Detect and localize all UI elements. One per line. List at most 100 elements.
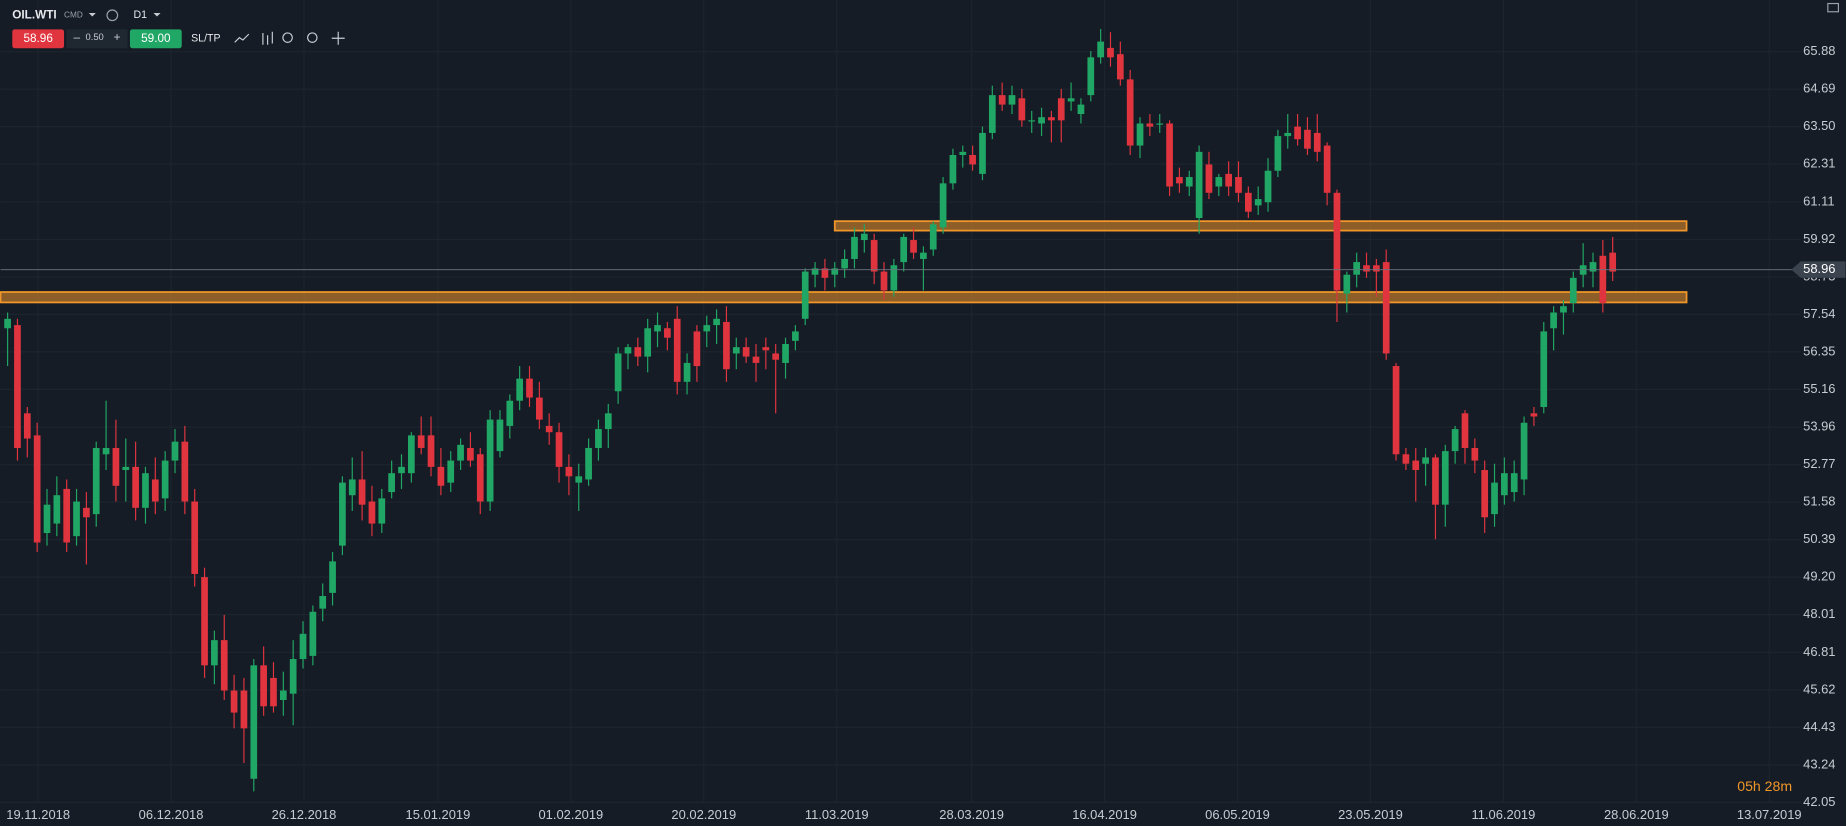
candle-body	[43, 504, 51, 534]
candle-body	[998, 95, 1006, 105]
candle-body	[1382, 262, 1390, 354]
window-icon[interactable]	[1827, 2, 1840, 13]
sell-price: 58.96	[23, 32, 53, 45]
candle-body	[1461, 413, 1469, 448]
candle-body	[1018, 98, 1026, 121]
candle-body	[1343, 274, 1351, 294]
y-tick-label: 49.20	[1803, 569, 1835, 584]
candle-body	[654, 325, 661, 332]
candle-body	[1205, 164, 1213, 193]
candle-body	[585, 447, 592, 480]
x-tick-label: 06.05.2019	[1205, 807, 1270, 822]
candle-body	[506, 400, 514, 426]
candle-body	[772, 353, 780, 360]
candle-body	[988, 95, 996, 133]
candle-body	[1067, 98, 1075, 102]
candle-body	[427, 435, 435, 467]
candle-body	[782, 344, 789, 363]
candle-body	[979, 132, 986, 174]
candle-body	[742, 347, 750, 357]
minus[interactable]: –	[73, 31, 80, 44]
candle-body	[1235, 177, 1242, 193]
candle-body	[486, 419, 494, 502]
timeframe[interactable]: D1	[133, 9, 147, 21]
candles	[4, 28, 1617, 792]
sell-button[interactable]	[12, 29, 65, 49]
x-tick-label: 13.07.2019	[1737, 807, 1802, 822]
crosshair-icon[interactable]	[331, 31, 345, 45]
y-tick-label: 51.58	[1803, 494, 1835, 509]
y-tick-label: 56.35	[1803, 343, 1835, 358]
dropdown-icon[interactable]	[88, 12, 96, 17]
last-price-tag	[1791, 261, 1846, 278]
dropdown-icon[interactable]	[153, 12, 161, 17]
candle-body	[703, 325, 711, 332]
candle-body	[1323, 145, 1331, 193]
y-tick-label: 53.96	[1803, 419, 1835, 434]
candle-body	[289, 659, 297, 694]
buy-price: 59.00	[141, 32, 171, 45]
candle-body	[53, 495, 61, 524]
candle-body	[1432, 457, 1439, 505]
plus[interactable]: +	[114, 31, 121, 44]
candle-body	[1491, 482, 1498, 515]
x-tick-label: 11.06.2019	[1471, 807, 1535, 822]
x-tick-label: 01.02.2019	[538, 807, 603, 822]
candle-icon[interactable]	[262, 31, 273, 45]
candle-body	[732, 347, 740, 354]
candle-body	[1550, 312, 1557, 329]
candle-body	[63, 488, 71, 543]
candle-body	[1353, 262, 1361, 275]
candle-body	[841, 258, 848, 269]
candle-body	[1087, 57, 1095, 96]
candle-body	[1136, 123, 1144, 146]
candle-body	[83, 507, 90, 518]
candle-body	[1589, 262, 1597, 272]
last-price-label: 58.96	[1803, 261, 1835, 276]
candle-body	[1284, 132, 1292, 137]
candle-body	[378, 498, 386, 524]
info-icon[interactable]	[106, 9, 119, 22]
candle-body	[851, 236, 858, 259]
buy-button[interactable]	[129, 29, 182, 49]
candle-body	[1412, 460, 1420, 471]
candle-body	[870, 240, 878, 272]
candle-body	[1569, 277, 1577, 304]
countdown: 05h 28m	[1737, 778, 1792, 794]
candle-body	[73, 501, 80, 537]
y-tick-label: 62.31	[1803, 156, 1835, 171]
candle-body	[1215, 177, 1223, 187]
candle-body	[831, 268, 839, 275]
zoom-in-icon[interactable]	[307, 32, 318, 43]
y-tick-label: 42.05	[1803, 794, 1835, 809]
candle-body	[920, 252, 927, 259]
candle-body	[516, 378, 524, 401]
candle-body	[171, 441, 179, 461]
zoom-out-icon[interactable]	[282, 32, 293, 43]
symbol[interactable]: OIL.WTI	[12, 8, 56, 21]
candle-body	[900, 236, 908, 263]
y-tick-label: 44.43	[1803, 719, 1835, 734]
candle-body	[890, 265, 898, 291]
candle-body	[673, 318, 681, 382]
candle-body	[752, 356, 760, 363]
candle-body	[1441, 451, 1449, 505]
candle-body	[270, 677, 277, 707]
candle-body	[1599, 255, 1607, 304]
candle-body	[1540, 331, 1548, 408]
candle-body	[132, 466, 139, 508]
y-tick-label: 63.50	[1803, 118, 1835, 133]
candle-body	[1501, 473, 1508, 496]
candle-body	[644, 328, 652, 357]
candle-body	[260, 665, 267, 707]
candle-body	[1402, 454, 1410, 464]
candle-body	[624, 347, 632, 354]
candle-body	[112, 447, 120, 486]
candle-body	[1304, 129, 1311, 149]
market: CMD	[64, 10, 83, 19]
line-chart-icon[interactable]	[234, 33, 250, 43]
candle-body	[240, 690, 248, 729]
sltp-button[interactable]: SL/TP	[191, 33, 220, 45]
